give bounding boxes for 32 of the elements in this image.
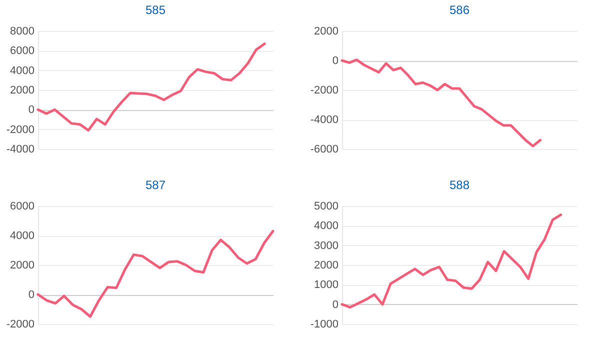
y-tick-label: -1000 bbox=[310, 318, 338, 330]
y-tick-label: 2000 bbox=[10, 260, 34, 272]
line-series bbox=[36, 230, 274, 318]
y-tick-label: 4000 bbox=[10, 230, 34, 242]
y-tick-label: 0 bbox=[28, 104, 34, 116]
line-series bbox=[36, 42, 266, 132]
y-tick-label: 2000 bbox=[10, 84, 34, 96]
y-tick-label: 1000 bbox=[314, 279, 338, 292]
y-tick-label: 3000 bbox=[314, 240, 338, 252]
y-tick-label: -2000 bbox=[6, 124, 34, 136]
y-tick-label: -2000 bbox=[6, 318, 34, 330]
y-tick-label: 0 bbox=[332, 55, 338, 67]
y-tick-label: -6000 bbox=[310, 144, 338, 156]
y-tick-label: -4000 bbox=[6, 144, 34, 156]
chart-title: 586 bbox=[449, 3, 470, 17]
y-tick-label: 6000 bbox=[10, 45, 34, 58]
y-tick-label: -2000 bbox=[310, 84, 338, 96]
chart-title: 585 bbox=[145, 3, 166, 17]
chart-title: 587 bbox=[145, 178, 166, 192]
y-tick-label: 2000 bbox=[314, 260, 338, 272]
y-tick-label: 8000 bbox=[10, 26, 34, 38]
y-tick-label: 0 bbox=[332, 298, 338, 311]
y-tick-label: 0 bbox=[28, 289, 34, 301]
y-tick-label: 4000 bbox=[314, 220, 338, 232]
y-tick-label: -4000 bbox=[310, 114, 338, 126]
y-tick-label: 4000 bbox=[10, 64, 34, 77]
y-tick-label: 2000 bbox=[314, 26, 338, 38]
line-series bbox=[340, 214, 562, 309]
y-tick-label: 5000 bbox=[314, 200, 338, 212]
y-tick-label: 6000 bbox=[10, 200, 34, 212]
line-series bbox=[340, 58, 542, 148]
chart-title: 588 bbox=[449, 178, 470, 192]
